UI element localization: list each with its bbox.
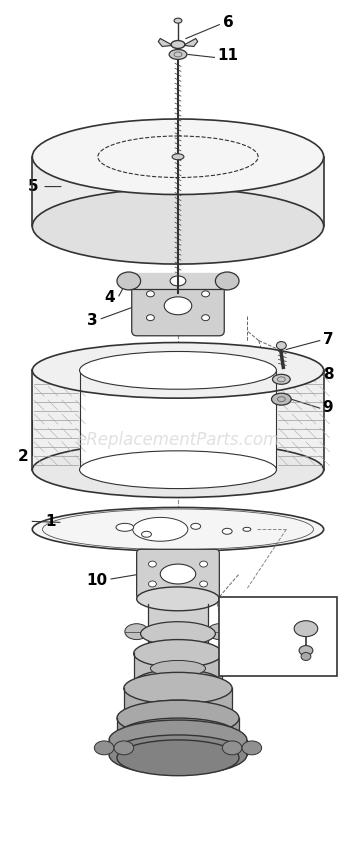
Bar: [219, 597, 338, 677]
Ellipse shape: [208, 624, 231, 639]
Text: eReplacementParts.com: eReplacementParts.com: [76, 431, 280, 449]
Ellipse shape: [134, 639, 222, 667]
Polygon shape: [158, 38, 171, 47]
Polygon shape: [129, 273, 227, 289]
Ellipse shape: [142, 531, 152, 537]
Ellipse shape: [202, 291, 209, 297]
Ellipse shape: [301, 653, 311, 660]
Ellipse shape: [277, 342, 286, 349]
Ellipse shape: [299, 645, 313, 655]
Ellipse shape: [272, 394, 291, 405]
Ellipse shape: [169, 49, 187, 60]
Ellipse shape: [141, 621, 215, 645]
Text: 1: 1: [45, 514, 56, 529]
Text: 12: 12: [233, 611, 255, 626]
Ellipse shape: [32, 343, 324, 398]
Ellipse shape: [117, 740, 239, 776]
Ellipse shape: [32, 119, 324, 195]
Text: 8: 8: [323, 367, 333, 382]
Ellipse shape: [222, 529, 232, 535]
Bar: [117, 718, 239, 736]
Ellipse shape: [117, 272, 141, 290]
Polygon shape: [185, 38, 198, 47]
Ellipse shape: [191, 524, 201, 530]
Ellipse shape: [294, 620, 318, 637]
Ellipse shape: [109, 735, 247, 774]
Text: 10: 10: [86, 574, 107, 588]
Ellipse shape: [147, 291, 154, 297]
Ellipse shape: [242, 741, 262, 755]
FancyBboxPatch shape: [137, 549, 219, 598]
Ellipse shape: [215, 272, 239, 290]
Ellipse shape: [32, 189, 324, 264]
Ellipse shape: [243, 527, 251, 531]
Ellipse shape: [114, 741, 134, 755]
Bar: [32, 156, 324, 226]
Ellipse shape: [148, 561, 156, 567]
Ellipse shape: [151, 660, 206, 677]
Ellipse shape: [273, 374, 290, 384]
Text: 7: 7: [323, 332, 333, 347]
Ellipse shape: [148, 638, 208, 659]
Ellipse shape: [133, 518, 188, 541]
Ellipse shape: [200, 561, 208, 567]
Ellipse shape: [174, 18, 182, 23]
Ellipse shape: [137, 587, 219, 611]
Ellipse shape: [117, 718, 239, 754]
Ellipse shape: [116, 524, 134, 531]
Ellipse shape: [32, 442, 324, 497]
Bar: [109, 740, 247, 755]
Bar: [80, 371, 277, 470]
Ellipse shape: [222, 741, 242, 755]
Ellipse shape: [134, 670, 222, 697]
Ellipse shape: [172, 154, 184, 160]
Ellipse shape: [80, 450, 277, 489]
Ellipse shape: [200, 581, 208, 587]
Ellipse shape: [164, 297, 192, 314]
Ellipse shape: [124, 672, 232, 704]
Ellipse shape: [147, 314, 154, 320]
Ellipse shape: [160, 564, 196, 584]
Ellipse shape: [171, 41, 185, 48]
Text: 3: 3: [87, 313, 97, 328]
Ellipse shape: [202, 314, 209, 320]
Ellipse shape: [124, 700, 232, 732]
Text: 9: 9: [323, 400, 333, 415]
Ellipse shape: [80, 352, 277, 389]
Bar: [32, 343, 80, 497]
Ellipse shape: [170, 276, 186, 286]
Text: 2: 2: [18, 450, 28, 464]
Text: 5: 5: [28, 179, 38, 194]
Bar: [124, 688, 232, 716]
FancyBboxPatch shape: [132, 275, 224, 336]
Ellipse shape: [125, 624, 148, 639]
Text: 6: 6: [223, 15, 234, 30]
Ellipse shape: [117, 700, 239, 736]
Bar: [134, 654, 222, 683]
Text: OPTIONAL: OPTIONAL: [247, 648, 310, 661]
Ellipse shape: [32, 507, 324, 551]
Text: 11: 11: [217, 48, 238, 63]
Ellipse shape: [109, 720, 247, 760]
Bar: [32, 371, 324, 470]
Ellipse shape: [94, 741, 114, 755]
Bar: [148, 604, 208, 649]
Ellipse shape: [148, 581, 156, 587]
Text: 4: 4: [104, 291, 115, 305]
